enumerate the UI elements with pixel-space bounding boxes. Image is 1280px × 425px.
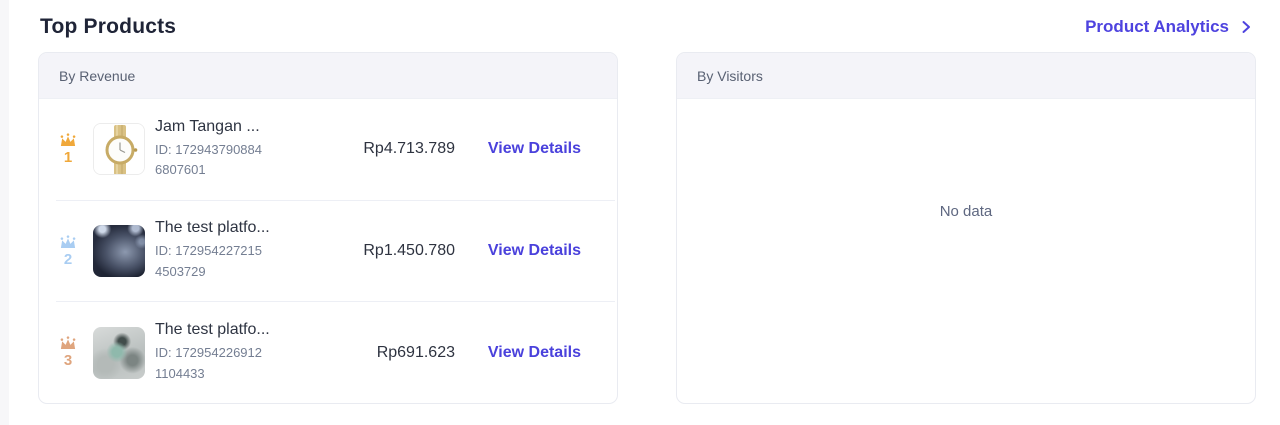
rank-number: 1 [63, 148, 73, 166]
product-analytics-link[interactable]: Product Analytics [1085, 17, 1254, 37]
product-info: Jam Tangan ... ID: 172943790884 6807601 [155, 118, 307, 182]
rank-number: 2 [63, 250, 73, 268]
product-id-line1: ID: 172954227215 [155, 243, 262, 259]
row-divider [56, 301, 615, 303]
rank-badge-3: 3 [56, 336, 80, 369]
product-row-2: 2 The test platfo... ID: 172954227215 45… [39, 201, 617, 302]
product-id-line2: 1104433 [155, 365, 205, 381]
product-info: The test platfo... ID: 172954226912 1104… [155, 321, 307, 385]
crown-icon [60, 336, 76, 350]
product-thumbnail-dark-art [93, 225, 145, 277]
rank-badge-2: 2 [56, 234, 80, 268]
product-revenue: Rp4.713.789 [363, 140, 455, 158]
by-visitors-empty-state: No data [677, 99, 1255, 403]
rank-badge-1: 1 [56, 133, 80, 166]
section-header: Top Products Product Analytics [0, 0, 1280, 52]
product-row-1: 1 Jam Tangan ... I [39, 99, 617, 200]
by-revenue-panel: By Revenue 1 [38, 52, 618, 404]
product-id-line1: ID: 172943790884 [155, 141, 262, 157]
product-thumbnail-watch [93, 123, 145, 176]
product-id-line1: ID: 172954226912 [155, 344, 262, 360]
product-thumbnail-ink-art [93, 326, 145, 379]
by-revenue-list: 1 Jam Tangan ... I [39, 99, 617, 403]
view-details-link[interactable]: View Details [487, 343, 581, 361]
view-details-link[interactable]: View Details [487, 140, 581, 158]
page-title: Top Products [40, 15, 177, 38]
crown-icon [60, 133, 76, 146]
no-data-text: No data [939, 203, 993, 220]
product-row-3: 3 The test platfo... ID: 172954226912 11… [39, 302, 617, 403]
page-left-gutter [0, 0, 9, 425]
chevron-right-icon [1242, 21, 1250, 33]
product-name: The test platfo... [155, 320, 270, 338]
product-name: The test platfo... [155, 219, 270, 237]
product-id-line2: 4503729 [155, 264, 206, 279]
by-visitors-header: By Visitors [677, 53, 1255, 99]
product-id-line2: 6807601 [155, 162, 206, 178]
by-visitors-panel: By Visitors No data [676, 52, 1256, 404]
product-revenue: Rp691.623 [376, 343, 455, 361]
row-divider [56, 199, 615, 201]
product-info: The test platfo... ID: 172954227215 4503… [155, 219, 307, 283]
product-analytics-label: Product Analytics [1085, 17, 1229, 36]
product-name: Jam Tangan ... [155, 117, 260, 135]
product-revenue: Rp1.450.780 [363, 242, 455, 259]
rank-number: 3 [63, 352, 73, 370]
top-products-panels: By Revenue 1 [0, 52, 1280, 404]
view-details-link[interactable]: View Details [487, 242, 581, 259]
crown-icon [60, 234, 76, 248]
by-revenue-header: By Revenue [39, 53, 617, 99]
